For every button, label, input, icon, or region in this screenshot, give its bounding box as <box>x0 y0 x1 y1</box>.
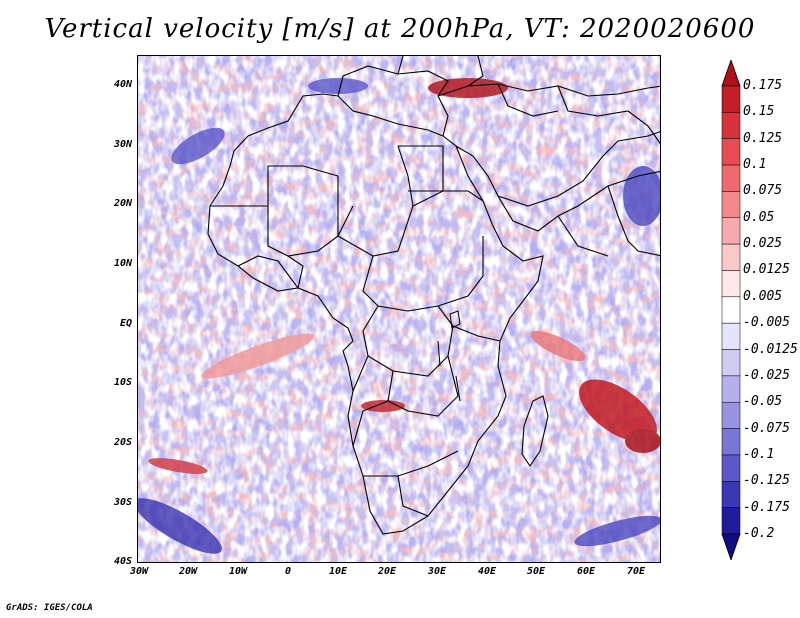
colorbar-tick-label: -0.005 <box>743 315 790 331</box>
colorbar-tick-label: -0.0125 <box>743 341 798 357</box>
colorbar-tick-label: 0.0125 <box>743 262 790 278</box>
colorbar-swatch <box>721 322 741 350</box>
lon-label-50e: 50E <box>526 566 546 577</box>
colorbar-swatch <box>721 85 741 113</box>
colorbar-tick-label: 0.05 <box>743 209 775 225</box>
colorbar-tick-label: 0.1 <box>743 157 767 173</box>
lat-label-10s: 10S <box>113 377 132 388</box>
colorbar-tick-label: -0.125 <box>743 473 790 489</box>
colorbar-tick-label: -0.05 <box>743 394 783 410</box>
colorbar-tick-label: 0.175 <box>743 78 783 93</box>
strong-updraft-areas <box>148 78 660 474</box>
colorbar-swatch <box>721 349 741 377</box>
map-title: Vertical velocity [m/s] at 200hPa, VT: 2… <box>44 14 756 44</box>
country-borders <box>207 56 660 535</box>
grads-credit: GrADS: IGES/COLA <box>6 603 93 613</box>
lon-label-70e: 70E <box>626 566 646 577</box>
lat-label-20s: 20S <box>113 437 132 448</box>
colorbar-tick-label: -0.025 <box>743 367 790 383</box>
lon-label-10w: 10W <box>228 566 248 577</box>
colorbar-tick-label: 0.125 <box>743 130 783 146</box>
colorbar-swatch <box>721 454 741 482</box>
lon-label-10e: 10E <box>328 566 348 577</box>
colorbar-swatch <box>721 112 741 139</box>
colorbar <box>721 60 741 560</box>
lon-label-30w: 30W <box>129 566 149 577</box>
lat-label-20n: 20N <box>113 198 132 209</box>
colorbar-swatch <box>721 428 741 456</box>
lon-label-20w: 20W <box>178 566 198 577</box>
colorbar-swatch <box>721 191 741 219</box>
colorbar-swatch <box>721 217 741 245</box>
colorbar-swatch <box>721 270 741 298</box>
map-field <box>138 56 660 562</box>
colorbar-tick-label: 0.075 <box>743 183 783 199</box>
colorbar-swatch <box>721 296 741 324</box>
colorbar-tick-label: -0.075 <box>743 420 790 436</box>
colorbar-tick-label: -0.1 <box>743 446 775 462</box>
lat-label-10n: 10N <box>113 258 132 269</box>
colorbar-tick-label: 0.025 <box>743 236 783 252</box>
colorbar-tick-label: 0.15 <box>743 104 775 120</box>
lon-label-40e: 40E <box>477 566 497 577</box>
colorbar-swatch <box>721 507 741 535</box>
lakes <box>437 310 461 402</box>
lat-label-40s: 40S <box>113 556 132 567</box>
colorbar-swatch <box>721 164 741 192</box>
colorbar-tick-label: -0.175 <box>743 499 790 515</box>
colorbar-tick-label: -0.2 <box>743 526 775 541</box>
colorbar-tick-label: 0.005 <box>743 288 783 304</box>
colorbar-top-arrow <box>721 60 741 87</box>
lat-label-40n: 40N <box>113 79 132 90</box>
colorbar-swatch <box>721 138 741 166</box>
strong-downdraft-areas <box>138 78 660 554</box>
lat-label-30s: 30S <box>113 497 132 508</box>
madagascar-outline <box>521 395 549 467</box>
colorbar-swatch <box>721 401 741 429</box>
lat-label-eq: EQ <box>119 318 132 329</box>
colorbar-swatch <box>721 243 741 271</box>
lon-label-0: 0 <box>284 566 292 577</box>
lat-label-30n: 30N <box>113 139 132 150</box>
lon-label-30e: 30E <box>427 566 447 577</box>
colorbar-bottom-arrow <box>721 533 741 560</box>
lon-label-60e: 60E <box>576 566 596 577</box>
lon-label-20e: 20E <box>377 566 397 577</box>
colorbar-swatch <box>721 375 741 403</box>
map-panel[interactable] <box>137 55 661 563</box>
colorbar-swatch <box>721 481 741 508</box>
